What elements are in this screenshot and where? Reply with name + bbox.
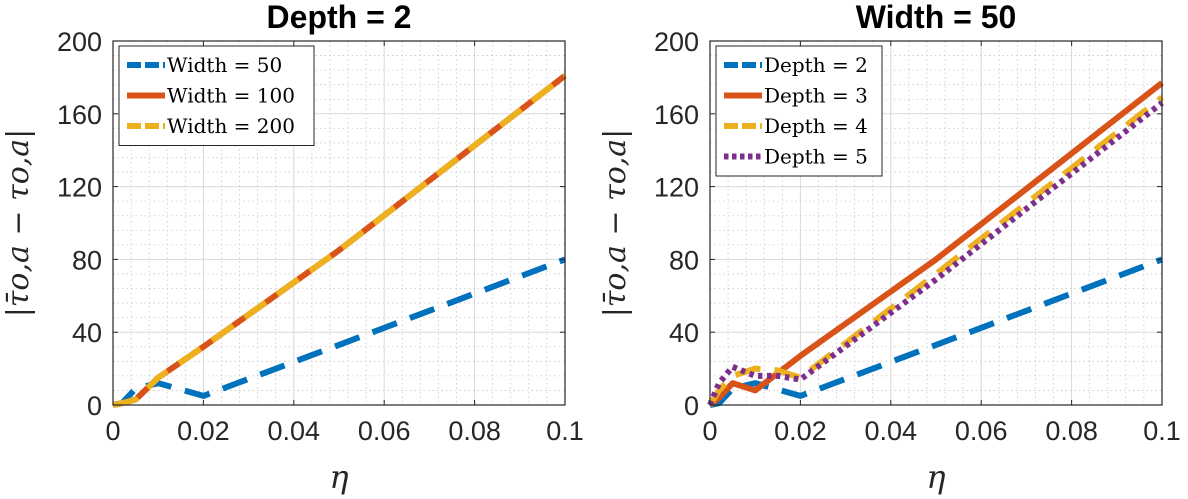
x-tick-label: 0 [105, 416, 120, 446]
y-tick-label: 40 [669, 318, 699, 348]
y-tick-label: 0 [684, 391, 699, 421]
x-tick-label: 0.08 [448, 416, 501, 446]
x-tick-label: 0.06 [955, 416, 1008, 446]
legend-label: Depth = 5 [764, 145, 868, 169]
legend-label: Depth = 2 [764, 53, 868, 77]
legend-label: Depth = 4 [764, 114, 868, 138]
series-line-depth-3 [708, 80, 1164, 408]
y-tick-label: 80 [669, 245, 699, 275]
y-tick-label: 120 [57, 173, 102, 203]
y-tick-label: 40 [72, 318, 102, 348]
x-tick-label: 0.04 [865, 416, 918, 446]
y-tick-label: 0 [87, 391, 102, 421]
chart-title: Width = 50 [856, 0, 1017, 35]
x-axis-label: η [926, 458, 945, 496]
legend-label: Width = 100 [167, 84, 295, 108]
series-line-depth-4 [707, 95, 1164, 407]
legend: Width = 50 Width = 100 Width = 200 [118, 45, 315, 146]
y-axis-label: |τ̄o,a − τo,a| [1, 129, 36, 318]
axes-box [112, 40, 566, 406]
x-tick-label: 0.04 [268, 416, 321, 446]
y-tick-label: 120 [654, 173, 699, 203]
y-tick-label: 80 [72, 245, 102, 275]
series-group [112, 73, 567, 408]
legend-label: Width = 50 [167, 53, 282, 77]
legend: Depth = 2 Depth = 3 Depth = 4 Depth = 5 [715, 45, 883, 177]
series-line-depth-2 [709, 256, 1164, 408]
y-tick-label: 160 [654, 100, 699, 130]
chart-title: Depth = 2 [267, 0, 412, 35]
series-line-depth-5 [707, 100, 1164, 407]
y-tick-label: 200 [654, 27, 699, 57]
legend-label: Depth = 3 [764, 84, 868, 108]
y-axis-label: |τ̄o,a − τo,a| [598, 129, 633, 318]
x-tick-label: 0.06 [358, 416, 411, 446]
y-tick-label: 200 [57, 27, 102, 57]
x-axis-label: η [329, 458, 348, 496]
x-tick-label: 0.02 [177, 416, 230, 446]
chart-panel-2: 0 0.02 0.04 0.06 0.08 0.1 0 40 80 120 160 200 Width … [598, 0, 1181, 496]
series-group [707, 80, 1164, 408]
x-tick-label: 0.08 [1045, 416, 1098, 446]
x-tick-label: 0.1 [1143, 416, 1181, 446]
axes-box [709, 40, 1163, 406]
x-tick-label: 0 [702, 416, 717, 446]
chart-panel-1: 0 0.02 0.04 0.06 0.08 0.1 0 40 80 120 160 200 Depth … [1, 0, 584, 496]
legend-label: Width = 200 [167, 114, 295, 138]
x-tick-label: 0.1 [546, 416, 584, 446]
series-line-width-200 [112, 73, 567, 408]
x-tick-label: 0.02 [774, 416, 827, 446]
y-tick-label: 160 [57, 100, 102, 130]
